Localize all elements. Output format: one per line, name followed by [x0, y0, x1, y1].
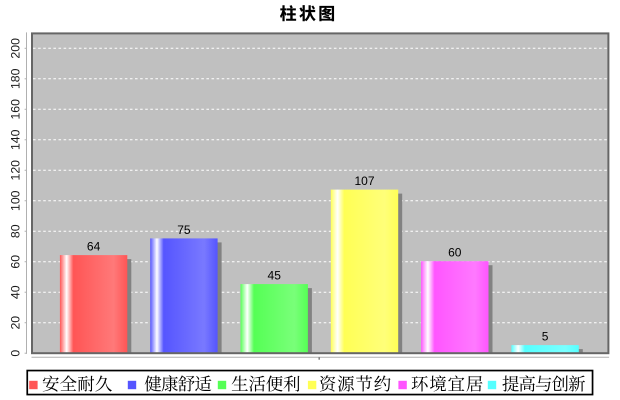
svg-text:100: 100: [9, 190, 23, 211]
svg-text:40: 40: [9, 285, 23, 299]
svg-text:60: 60: [9, 255, 23, 269]
svg-text:45: 45: [268, 269, 282, 283]
svg-text:75: 75: [177, 223, 191, 237]
svg-text:140: 140: [9, 129, 23, 150]
svg-text:0: 0: [9, 350, 23, 357]
svg-text:20: 20: [9, 316, 23, 330]
svg-text:5: 5: [542, 330, 549, 344]
svg-text:60: 60: [448, 246, 462, 260]
svg-text:200: 200: [9, 38, 23, 59]
svg-text:120: 120: [9, 160, 23, 181]
svg-text:64: 64: [87, 240, 101, 254]
svg-text:160: 160: [9, 99, 23, 120]
svg-text:107: 107: [354, 174, 374, 188]
svg-text:80: 80: [9, 224, 23, 238]
svg-text:180: 180: [9, 68, 23, 89]
